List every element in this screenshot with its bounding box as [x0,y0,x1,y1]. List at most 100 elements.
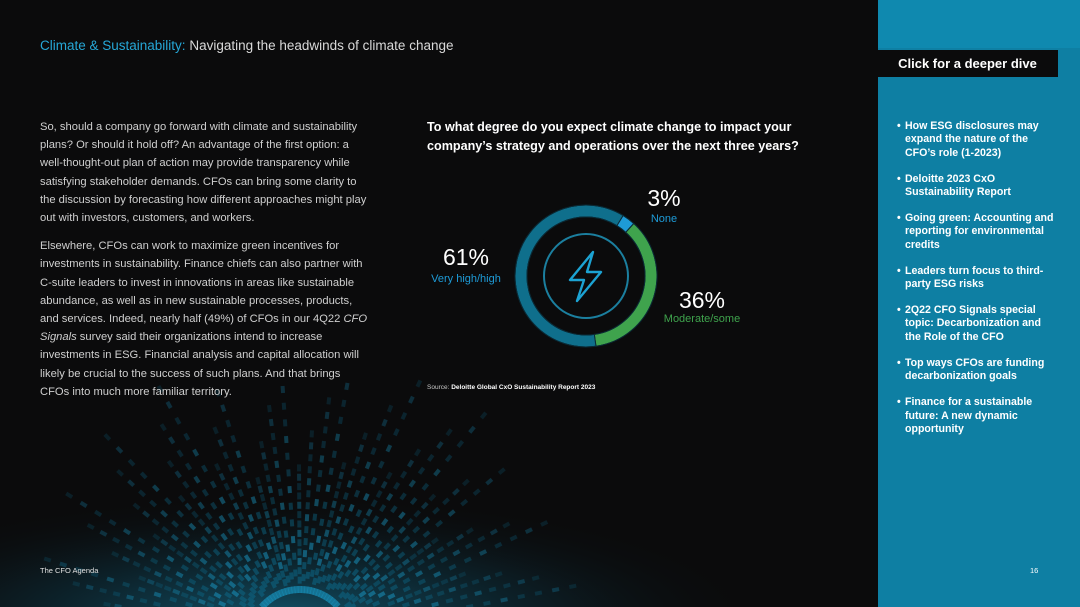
sidebar-link-4[interactable]: • Leaders turn focus to third-party ESG r… [897,265,1057,292]
sidebar-link-1[interactable]: • How ESG disclosures may expand the natu… [897,120,1057,160]
decorative-bar-segment [153,601,161,607]
source-label: Source: [427,384,452,391]
decorative-bar-segment [279,570,286,579]
sidebar-link-label: Deloitte 2023 CxO Sustainability Report [905,172,1011,199]
decorative-bar-segment [316,558,323,567]
decorative-bar-segment [305,571,311,580]
decorative-bar-segment [264,510,270,519]
sidebar-link-label: Going green: Accounting and reporting fo… [905,212,1054,251]
sidebar-link-6[interactable]: • Top ways CFOs are funding decarbonizati… [897,357,1057,384]
decorative-bar-segment [452,549,461,557]
decorative-bar-segment [402,535,411,543]
decorative-bar-segment [517,579,526,585]
decorative-bar-segment [401,601,410,607]
decorative-bar-segment [227,463,234,472]
decorative-bar-segment [314,498,319,507]
data-label-category: Very high/high [431,273,501,285]
decorative-bar-segment [423,542,432,550]
decorative-bar-segment [297,492,302,500]
decorative-bar-segment [331,528,338,536]
decorative-bar-segment [297,464,302,472]
decorative-bar-segment [201,464,208,473]
decorative-bar-segment [199,557,208,565]
deeper-dive-button[interactable]: Click for a deeper dive [877,50,1058,77]
decorative-bar-segment [414,570,424,578]
decorative-bar-segment [360,566,369,575]
decorative-bar-segment [232,476,239,485]
decorative-bar-segment [460,498,469,507]
decorative-bar-segment [103,433,112,441]
decorative-bar-segment [215,388,222,397]
decorative-bar-segment [327,540,334,548]
decorative-bar-segment [207,572,216,581]
decorative-bar-segment [103,601,111,607]
decorative-bar-segment [367,590,376,598]
decorative-bar-segment [338,590,346,599]
decorative-bar-segment [297,473,302,481]
decorative-bar-segment [262,551,270,560]
decorative-bar-segment [393,428,400,437]
decorative-bar-segment [240,465,247,474]
decorative-bar-segment [162,564,171,572]
donut-slice-very-high-high [515,205,623,347]
decorative-bar-segment [375,550,384,559]
decorative-bar-segment [164,575,173,583]
decorative-bar-segment [477,535,486,543]
sidebar-link-3[interactable]: • Going green: Accounting and reporting f… [897,212,1057,252]
decorative-bar-segment [337,570,345,579]
bullet-icon: • [897,264,901,277]
decorative-bar-segment [386,525,395,534]
decorative-bar-segment [333,490,340,499]
decorative-bar-segment [265,542,272,551]
decorative-bar-segment [465,527,474,535]
sidebar-link-7[interactable]: • Finance for a sustainable future: A new… [897,396,1057,436]
decorative-bar-segment [502,521,511,529]
decorative-bar-segment [184,462,193,471]
decorative-bar-segment [314,567,320,576]
decorative-bar-segment [323,593,331,602]
decorative-bar-segment [390,505,398,514]
decorative-bars-graphic [0,379,878,607]
decorative-bar-segment [232,502,240,511]
decorative-bar-segment [227,527,235,537]
decorative-bar-segment [358,444,365,453]
decorative-bar-segment [297,520,302,528]
decorative-bar-segment [342,591,351,600]
decorative-bar-segment [289,572,294,580]
decorative-bar-segment [261,599,270,607]
decorative-bar-segment [365,585,374,593]
decorative-bar-segment [255,511,262,520]
decorative-bar-segment [320,574,327,583]
decorative-bar-segment [177,494,186,503]
decorative-bar-segment [410,540,418,549]
sidebar-link-5[interactable]: • 2Q22 CFO Signals special topic: Decarbo… [897,304,1057,344]
decorative-bar-segment [383,542,391,551]
decorative-bar-segment [137,586,146,593]
decorative-bar-segment [348,602,357,607]
decorative-bar-segment [338,471,345,480]
decorative-bar-segment [409,497,418,506]
decorative-bar-segment [347,593,356,601]
decorative-bar-segment [503,582,511,589]
decorative-bar-segment [355,526,363,536]
decorative-bar-segment [310,527,316,536]
decorative-bar-segment [285,575,291,584]
decorative-bar-segment [433,571,442,578]
decorative-bar-segment [392,544,401,553]
decorative-bar-segment [444,454,453,463]
decorative-bar-segment [297,557,302,565]
sidebar-link-2[interactable]: • Deloitte 2023 CxO Sustainability Report [897,173,1057,200]
decorative-bar-segment [189,491,198,500]
decorative-bar-segment [65,491,74,499]
decorative-bar-segment [151,518,160,526]
decorative-bar-segment [447,509,456,517]
decorative-bar-segment [384,561,393,570]
decorative-bar-segment [351,548,359,557]
data-label-value: 36% [679,287,725,313]
paragraph-2-part-b: survey said their organizations intend t… [40,331,359,398]
decorative-bar-segment [340,541,348,550]
decorative-bar-segment [483,575,492,582]
decorative-bar-segment [335,516,342,524]
decorative-bar-segment [211,534,219,543]
decorative-bar-segment [228,580,237,589]
